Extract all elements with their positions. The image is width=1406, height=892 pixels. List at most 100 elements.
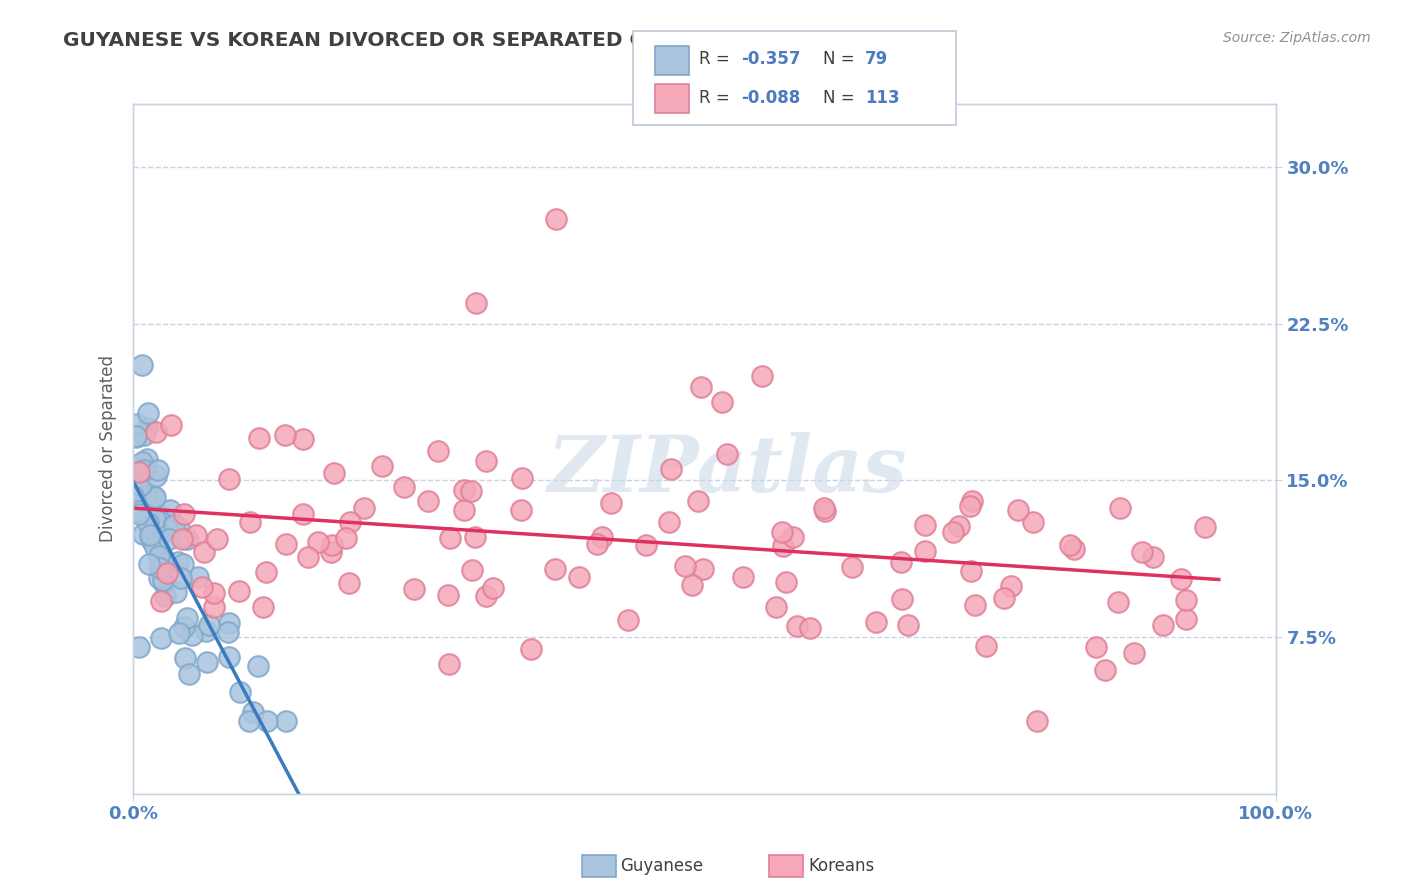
- Point: [145, 425, 167, 439]
- Point: [247, 431, 270, 445]
- Point: [141, 526, 163, 541]
- Point: [370, 458, 392, 473]
- Point: [335, 532, 357, 546]
- Point: [942, 524, 965, 539]
- Point: [152, 573, 174, 587]
- Point: [813, 501, 835, 516]
- Point: [1174, 593, 1197, 607]
- Point: [167, 521, 190, 535]
- Point: [131, 359, 153, 373]
- Point: [202, 600, 225, 615]
- Point: [786, 619, 808, 633]
- Point: [146, 506, 169, 520]
- Point: [291, 507, 314, 521]
- Point: [132, 526, 155, 541]
- Point: [176, 532, 198, 546]
- Point: [464, 530, 486, 544]
- Point: [453, 483, 475, 498]
- Point: [353, 501, 375, 516]
- Point: [634, 538, 657, 552]
- Point: [138, 557, 160, 571]
- Point: [772, 539, 794, 553]
- Point: [1063, 541, 1085, 556]
- Point: [948, 519, 970, 533]
- Point: [172, 532, 194, 546]
- Point: [1170, 572, 1192, 586]
- Point: [202, 586, 225, 600]
- Point: [148, 549, 170, 563]
- Point: [149, 593, 172, 607]
- Text: ZIPatlas: ZIPatlas: [548, 432, 907, 508]
- Point: [173, 651, 195, 665]
- Point: [392, 480, 415, 494]
- Point: [165, 584, 187, 599]
- Point: [125, 463, 148, 477]
- Point: [238, 714, 260, 728]
- Point: [187, 570, 209, 584]
- Point: [544, 562, 567, 576]
- Point: [148, 463, 170, 477]
- Point: [135, 491, 157, 505]
- Point: [439, 657, 461, 671]
- Point: [686, 493, 709, 508]
- Point: [323, 466, 346, 480]
- Point: [148, 550, 170, 565]
- Point: [229, 685, 252, 699]
- Point: [1175, 612, 1198, 626]
- Point: [239, 516, 262, 530]
- Point: [963, 599, 986, 613]
- Point: [404, 582, 426, 597]
- Point: [291, 432, 314, 446]
- Point: [139, 527, 162, 541]
- Point: [143, 490, 166, 504]
- Point: [218, 615, 240, 630]
- Point: [170, 572, 193, 586]
- Point: [427, 443, 450, 458]
- Point: [1194, 520, 1216, 534]
- Point: [600, 496, 623, 510]
- Point: [159, 418, 181, 433]
- Point: [465, 295, 488, 310]
- Text: -0.088: -0.088: [741, 88, 800, 106]
- Point: [711, 394, 734, 409]
- Point: [658, 516, 681, 530]
- Point: [256, 714, 278, 728]
- Point: [162, 518, 184, 533]
- Point: [136, 516, 159, 531]
- Point: [959, 564, 981, 578]
- Point: [775, 575, 797, 590]
- Point: [716, 447, 738, 461]
- Point: [568, 570, 591, 584]
- Point: [124, 476, 146, 491]
- Point: [1094, 663, 1116, 677]
- Point: [731, 570, 754, 584]
- Point: [841, 560, 863, 574]
- Point: [914, 517, 936, 532]
- Point: [586, 537, 609, 551]
- Text: N =: N =: [823, 88, 859, 106]
- Point: [960, 493, 983, 508]
- Point: [136, 405, 159, 419]
- Point: [321, 538, 343, 552]
- Point: [274, 714, 297, 728]
- Point: [195, 624, 218, 638]
- Point: [799, 621, 821, 635]
- Point: [765, 599, 787, 614]
- Point: [146, 534, 169, 549]
- Point: [475, 589, 498, 603]
- Point: [218, 650, 240, 665]
- Point: [129, 477, 152, 491]
- Point: [131, 455, 153, 469]
- Point: [124, 428, 146, 442]
- Point: [1059, 537, 1081, 551]
- Point: [659, 462, 682, 476]
- Point: [509, 503, 531, 517]
- Point: [1109, 500, 1132, 515]
- Point: [460, 483, 482, 498]
- Text: N =: N =: [823, 51, 859, 69]
- Point: [252, 600, 274, 615]
- Point: [1152, 618, 1174, 632]
- Point: [150, 520, 173, 534]
- Point: [141, 488, 163, 502]
- Point: [149, 560, 172, 574]
